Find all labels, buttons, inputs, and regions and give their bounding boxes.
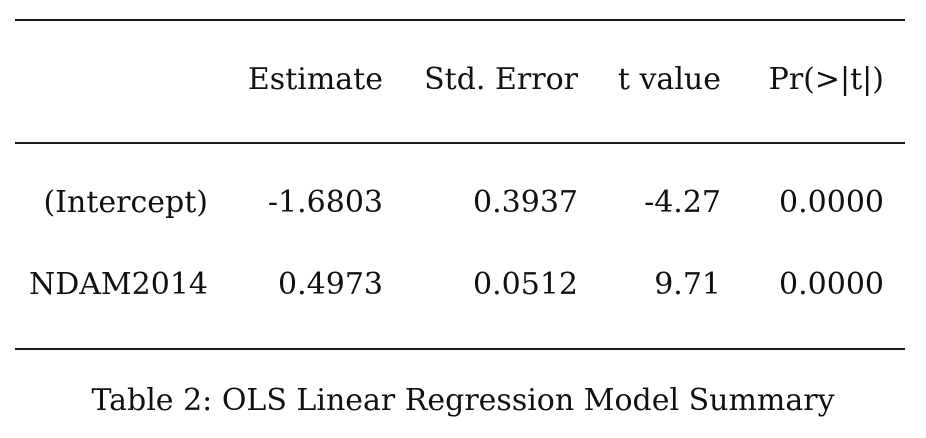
column-header-std-error: Std. Error — [424, 62, 578, 97]
cell-t-value: -4.27 — [644, 185, 721, 220]
table-bottom-rule — [15, 348, 905, 350]
cell-std-error: 0.3937 — [473, 185, 578, 220]
cell-std-error: 0.0512 — [473, 267, 578, 302]
cell-p-value: 0.0000 — [779, 185, 884, 220]
column-header-t-value: t value — [617, 62, 721, 97]
row-label: NDAM2014 — [28, 267, 208, 302]
column-header-estimate: Estimate — [247, 62, 383, 97]
column-header-p-value: Pr(>|t|) — [768, 62, 884, 97]
cell-estimate: -1.6803 — [267, 185, 383, 220]
cell-estimate: 0.4973 — [278, 267, 383, 302]
cell-t-value: 9.71 — [654, 267, 721, 302]
table-header-rule — [15, 142, 905, 144]
cell-p-value: 0.0000 — [779, 267, 884, 302]
table-caption: Table 2: OLS Linear Regression Model Sum… — [91, 383, 835, 418]
table-top-rule — [15, 19, 905, 21]
row-label: (Intercept) — [43, 185, 208, 220]
